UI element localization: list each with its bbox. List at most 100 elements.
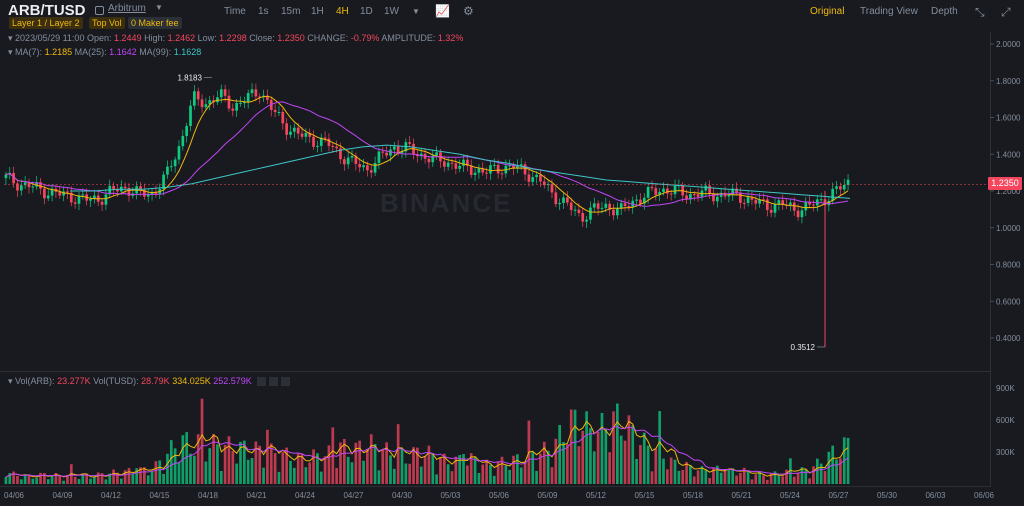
tab-4h[interactable]: 4H bbox=[336, 6, 349, 17]
volume-bar bbox=[54, 472, 58, 484]
volume-bar bbox=[512, 455, 515, 484]
tag-maker-fee[interactable]: 0 Maker fee bbox=[128, 17, 182, 29]
candle-body bbox=[50, 188, 54, 196]
candle-body bbox=[308, 132, 312, 137]
shrink-icon[interactable]: ⤡ bbox=[975, 5, 985, 19]
x-tick-label: 05/06 bbox=[489, 491, 510, 500]
volume-bar bbox=[419, 466, 423, 484]
candle-body bbox=[358, 164, 362, 168]
vol-ma2-value: 252.579K bbox=[213, 376, 252, 386]
ma-collapse-icon[interactable]: ▾ bbox=[8, 47, 13, 57]
price-tick-label: 1.6000 bbox=[996, 114, 1021, 123]
candle-body bbox=[193, 91, 196, 106]
candle-body bbox=[242, 102, 246, 104]
tab-1w[interactable]: 1W bbox=[384, 6, 399, 17]
volume-bar bbox=[696, 470, 700, 484]
tab-time[interactable]: Time bbox=[224, 6, 246, 17]
view-trading-view[interactable]: Trading View bbox=[860, 6, 918, 17]
ma25-label: MA(25): bbox=[74, 47, 107, 57]
volume-bar bbox=[492, 475, 496, 484]
volume-bar bbox=[692, 476, 696, 484]
view-depth[interactable]: Depth bbox=[931, 6, 958, 17]
tag-layer[interactable]: Layer 1 / Layer 2 bbox=[9, 17, 83, 29]
gear-icon[interactable]: ⚙ bbox=[463, 4, 474, 18]
candle-body bbox=[596, 203, 600, 209]
eye-icon[interactable] bbox=[257, 377, 267, 387]
volume-bar bbox=[116, 472, 119, 484]
open-value: 1.2449 bbox=[114, 33, 142, 43]
volume-bar bbox=[354, 442, 358, 484]
volume-bar bbox=[281, 452, 285, 484]
volume-bar bbox=[450, 471, 454, 484]
candle-body bbox=[123, 186, 127, 189]
candle-body bbox=[323, 137, 327, 139]
volume-bar bbox=[566, 444, 569, 484]
x-tick-label: 05/21 bbox=[731, 491, 752, 500]
volume-bar bbox=[715, 465, 719, 484]
volume-bar bbox=[362, 460, 365, 484]
candle-body bbox=[616, 208, 619, 216]
volume-bar bbox=[266, 429, 269, 484]
candle-body bbox=[419, 153, 423, 157]
tab-15m[interactable]: 15m bbox=[281, 6, 301, 17]
volume-bar bbox=[550, 467, 554, 484]
candle-body bbox=[592, 203, 596, 208]
pane-divider[interactable] bbox=[0, 371, 990, 372]
volume-bar bbox=[212, 433, 215, 484]
candle-body bbox=[392, 146, 396, 150]
volume-bar bbox=[219, 471, 223, 484]
price-tick-label: 1.4000 bbox=[996, 150, 1021, 159]
tab-1d[interactable]: 1D bbox=[360, 6, 373, 17]
close-label: Close: bbox=[249, 33, 275, 43]
fullscreen-icon[interactable]: ⤢ bbox=[1001, 5, 1011, 19]
ma99-line bbox=[70, 144, 851, 199]
settings-icon[interactable] bbox=[269, 377, 279, 387]
volume-bar bbox=[616, 403, 619, 484]
candle-body bbox=[654, 188, 658, 195]
volume-bar bbox=[312, 449, 315, 484]
ma25-line bbox=[5, 101, 849, 207]
volume-bar bbox=[254, 441, 258, 484]
volume-bar bbox=[773, 471, 777, 484]
candle-body bbox=[204, 104, 208, 108]
x-tick-label: 04/21 bbox=[246, 491, 267, 500]
candle-body bbox=[485, 172, 488, 174]
view-original[interactable]: Original bbox=[810, 6, 845, 17]
candle-body bbox=[62, 191, 65, 196]
volume-bar bbox=[596, 431, 600, 484]
project-link[interactable]: Arbitrum bbox=[108, 3, 146, 14]
chevron-down-icon[interactable]: ▼ bbox=[155, 3, 163, 12]
indicator-icon[interactable]: 📈 bbox=[435, 4, 450, 18]
volume-bar bbox=[50, 475, 54, 484]
collapse-icon[interactable]: ▾ bbox=[8, 33, 13, 43]
more-timeframes-chevron-icon[interactable]: ▼ bbox=[412, 7, 420, 16]
volume-bar bbox=[458, 455, 462, 484]
volume-bar bbox=[423, 456, 427, 484]
close-icon[interactable] bbox=[281, 377, 291, 387]
current-price-tag: 1.2350 bbox=[988, 177, 1022, 190]
volume-bar bbox=[296, 453, 300, 484]
candle-body bbox=[312, 136, 315, 147]
candle-body bbox=[300, 133, 304, 137]
tag-top-vol[interactable]: Top Vol bbox=[89, 17, 125, 29]
tab-1s[interactable]: 1s bbox=[258, 6, 269, 17]
candle-body bbox=[608, 203, 612, 210]
volume-bar bbox=[373, 443, 377, 484]
candle-body bbox=[600, 207, 604, 209]
x-tick-label: 05/27 bbox=[828, 491, 849, 500]
volume-bar bbox=[412, 447, 415, 484]
ohlc-readout: ▾ 2023/05/29 11:00 Open: 1.2449 High: 1.… bbox=[8, 33, 463, 44]
candle-body bbox=[289, 131, 292, 135]
volume-bar bbox=[646, 445, 650, 484]
candle-body bbox=[804, 202, 808, 211]
volume-bar bbox=[346, 456, 350, 484]
volume-bar bbox=[73, 476, 77, 484]
volume-bar bbox=[335, 468, 338, 484]
candle-body bbox=[154, 191, 158, 194]
tab-1h[interactable]: 1H bbox=[311, 6, 324, 17]
candle-body bbox=[273, 109, 277, 113]
vol-collapse-icon[interactable]: ▾ bbox=[8, 376, 13, 386]
candle-body bbox=[93, 195, 96, 199]
candle-body bbox=[258, 96, 262, 98]
